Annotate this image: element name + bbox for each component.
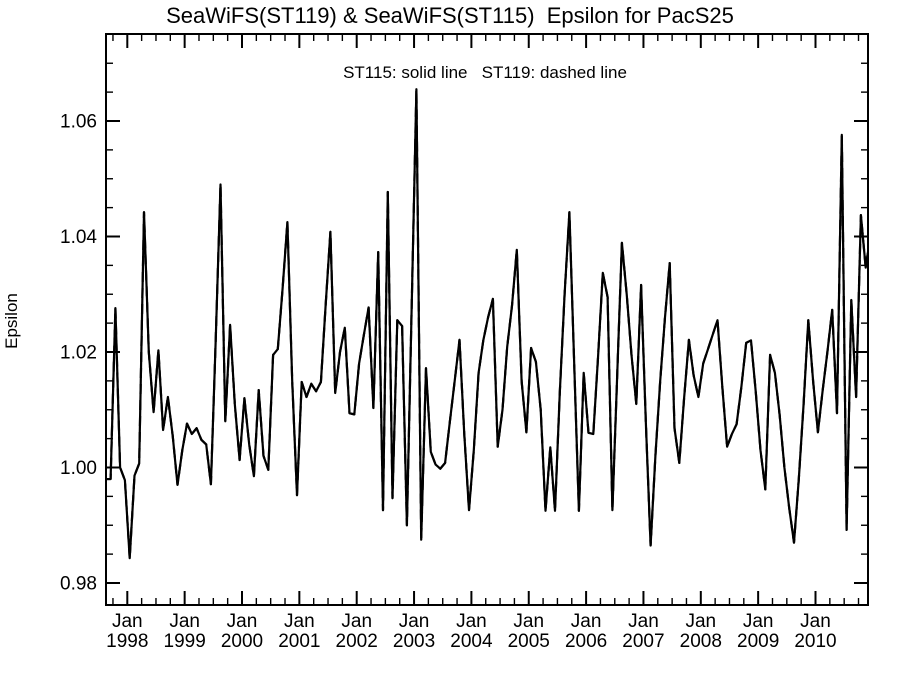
svg-text:2006: 2006 [565, 631, 607, 652]
svg-text:2008: 2008 [680, 631, 722, 652]
svg-text:2004: 2004 [450, 631, 493, 652]
svg-text:2002: 2002 [336, 631, 378, 652]
svg-text:2005: 2005 [508, 631, 550, 652]
svg-text:2000: 2000 [221, 631, 263, 652]
series-line-st119 [106, 88, 868, 560]
svg-text:Jan: Jan [112, 611, 143, 632]
svg-text:Jan: Jan [169, 611, 200, 632]
svg-text:Jan: Jan [685, 611, 716, 632]
legend-note: ST115: solid line ST119: dashed line [343, 63, 627, 82]
svg-text:Jan: Jan [227, 611, 258, 632]
svg-text:1999: 1999 [164, 631, 206, 652]
svg-text:Jan: Jan [341, 611, 372, 632]
svg-text:Jan: Jan [743, 611, 774, 632]
svg-text:Jan: Jan [571, 611, 602, 632]
svg-text:Jan: Jan [628, 611, 659, 632]
chart-title: SeaWiFS(ST119) & SeaWiFS(ST115) Epsilon … [166, 3, 734, 28]
svg-text:2007: 2007 [622, 631, 664, 652]
svg-text:1.06: 1.06 [60, 112, 97, 133]
svg-text:2001: 2001 [278, 631, 320, 652]
svg-text:1998: 1998 [106, 631, 148, 652]
y-axis-label: Epsilon [2, 293, 21, 349]
svg-text:Jan: Jan [284, 611, 315, 632]
svg-text:Jan: Jan [456, 611, 487, 632]
svg-text:1.04: 1.04 [60, 227, 97, 248]
svg-text:2010: 2010 [794, 631, 836, 652]
svg-text:0.98: 0.98 [60, 574, 97, 595]
svg-text:2009: 2009 [737, 631, 779, 652]
svg-text:Jan: Jan [513, 611, 544, 632]
svg-text:1.02: 1.02 [60, 343, 97, 364]
svg-text:2003: 2003 [393, 631, 435, 652]
svg-text:Jan: Jan [399, 611, 430, 632]
series-line-st115 [106, 88, 868, 560]
svg-text:Jan: Jan [800, 611, 831, 632]
svg-text:1.00: 1.00 [60, 458, 97, 479]
